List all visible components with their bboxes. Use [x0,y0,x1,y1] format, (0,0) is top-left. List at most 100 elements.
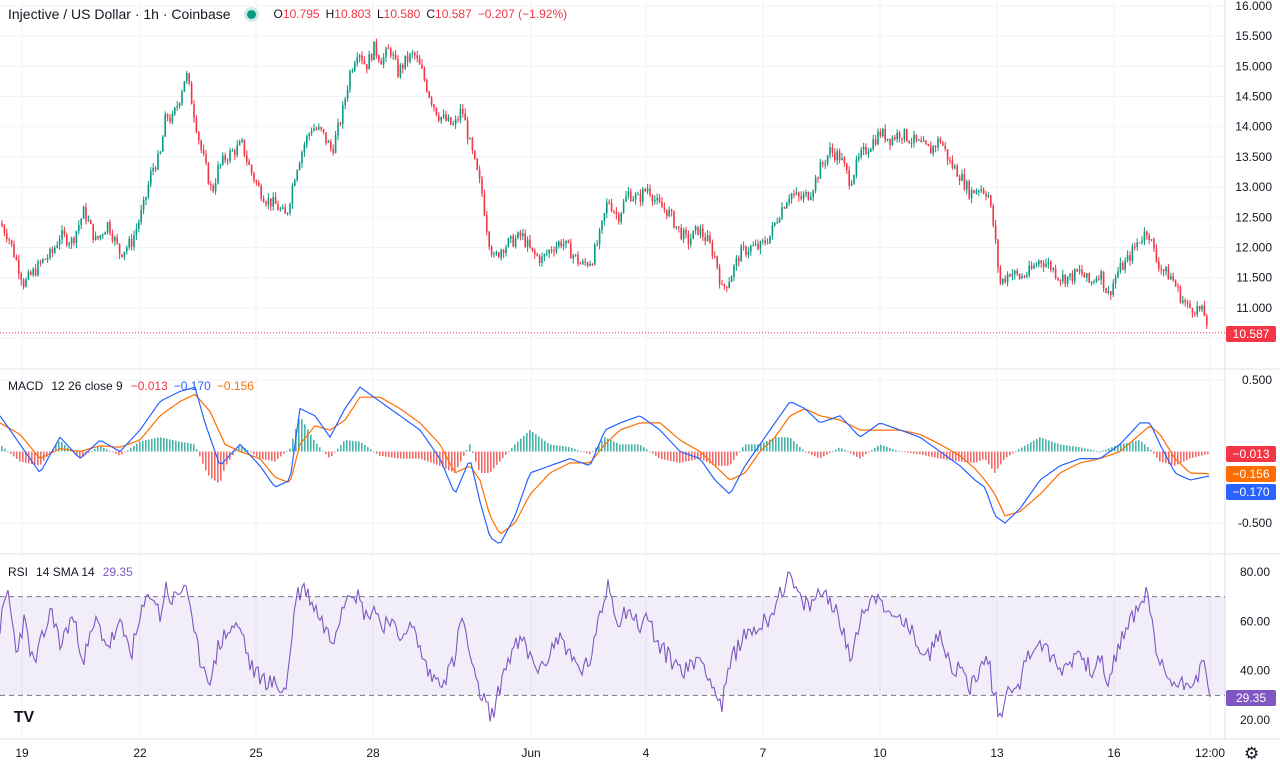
macd-legend[interactable]: MACD 12 26 close 9 −0.013 −0.170 −0.156 [8,379,254,393]
time-tick-label: 13 [990,746,1004,760]
macd-histogram-bar [763,442,765,452]
candle-body [375,41,378,56]
macd-histogram-bar [835,449,837,452]
candle-body [826,155,829,164]
macd-histogram-bar [952,451,954,461]
symbol-title[interactable]: Injective / US Dollar · 1h · Coinbase [8,6,231,22]
macd-histogram-bar [829,451,831,453]
macd-histogram-bar [391,451,393,458]
candle-body [313,128,315,131]
macd-histogram-bar [997,451,999,469]
candle-body [891,137,894,145]
candle-body [27,271,30,279]
macd-histogram-bar [1177,451,1179,465]
candle-body [495,252,498,255]
macd-histogram-bar [796,443,798,452]
macd-histogram-bar [688,451,690,462]
candle-body [1102,271,1105,289]
macd-histogram-bar [493,451,495,469]
candle-body [37,261,39,276]
macd-histogram-bar [886,446,888,452]
macd-histogram-bar [508,451,510,453]
candle-body [622,201,625,213]
candle-body [865,146,867,154]
macd-histogram-bar [826,451,828,455]
macd-histogram-bar [733,451,735,461]
candle-body [1090,281,1093,283]
macd-histogram-bar [130,447,132,452]
candle-body [908,141,910,143]
macd-histogram-bar [1156,451,1158,458]
macd-histogram-bar [1078,447,1080,452]
macd-histogram-bar [115,451,117,454]
candle-body [769,235,771,244]
macd-histogram-bar [466,450,468,452]
macd-histogram-bar [1171,451,1173,465]
macd-histogram-bar [1189,451,1191,459]
rsi-legend[interactable]: RSI 14 SMA 14 29.35 [8,565,133,579]
macd-histogram-bar [298,419,300,452]
candle-body [118,243,121,255]
macd-histogram-bar [1201,451,1203,456]
candle-body [241,139,243,142]
macd-histogram-bar [301,419,303,452]
price-tick-label: 11.000 [1236,301,1272,315]
candle-body [178,103,181,107]
macd-histogram-bar [1129,442,1131,452]
candle-body [438,115,440,121]
candle-body [975,190,978,194]
macd-histogram-bar [535,434,537,452]
candle-body [318,127,320,130]
candle-body [906,129,908,142]
candle-body [610,203,613,211]
candle-body [939,138,942,143]
tradingview-logo[interactable]: TV [13,709,35,726]
candle-body [265,202,267,205]
macd-histogram-bar [1003,451,1005,461]
macd-histogram-bar [1105,449,1107,452]
candle-body [918,139,920,141]
settings-gear-icon[interactable]: ⚙ [1244,744,1260,763]
candle-body [656,197,658,200]
low-value: 10.580 [383,7,421,21]
macd-histogram-bar [955,451,957,461]
candle-body [1069,273,1071,277]
macd-histogram-bar [388,451,390,458]
macd-histogram-bar [112,451,114,453]
candle-body [248,161,250,166]
candle-body [1146,231,1148,236]
candle-body [262,198,265,203]
candle-body [1045,263,1047,267]
time-tick-label: 7 [760,746,767,760]
macd-histogram-bar [31,451,33,465]
macd-histogram-bar [367,447,369,452]
candle-body [558,241,560,247]
macd-histogram-bar [985,451,987,461]
candle-body [1002,278,1004,284]
macd-line-value: −0.170 [173,379,211,393]
macd-histogram-bar [22,451,24,463]
candle-body [397,58,399,77]
candle-body [349,71,351,90]
macd-histogram-bar [442,451,444,468]
candle-body [1081,269,1083,275]
candle-body [661,202,663,208]
macd-histogram-bar [91,450,93,452]
candle-body [147,184,150,197]
candle-body [582,261,584,264]
macd-histogram-bar [634,444,636,452]
macd-histogram-bar [745,444,747,452]
macd-histogram-bar [949,451,951,461]
candle-body [882,128,884,137]
candle-body [1042,263,1045,267]
macd-histogram-bar [1081,447,1083,452]
macd-histogram-bar [334,451,336,453]
candle-body [699,228,702,235]
macd-histogram-bar [1183,451,1185,462]
macd-histogram-bar [1180,451,1182,463]
macd-histogram-bar [1150,449,1152,452]
candle-body [13,244,15,258]
candle-body [1126,255,1129,261]
candle-body [301,152,303,164]
